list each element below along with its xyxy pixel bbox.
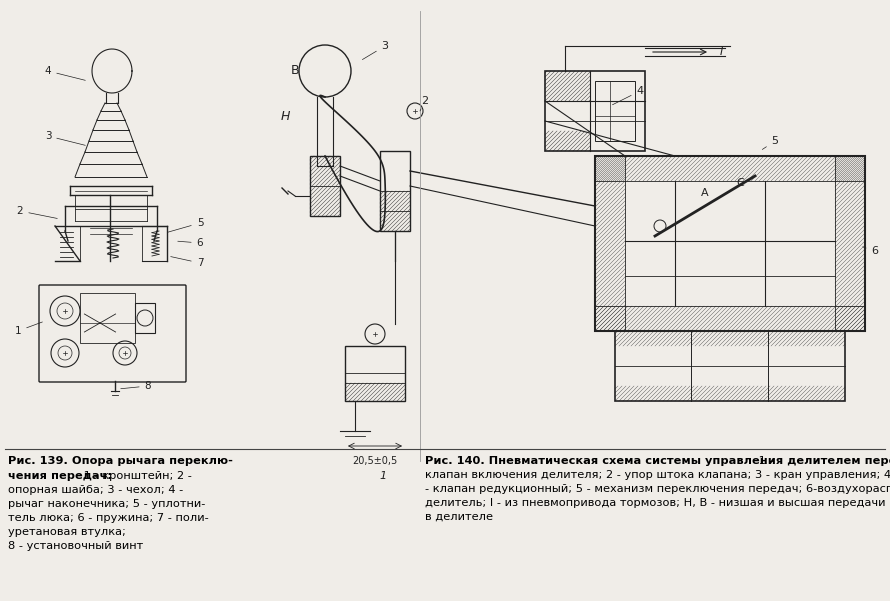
Text: 5: 5 xyxy=(763,136,779,150)
Bar xyxy=(595,156,865,331)
Text: в делителе: в делителе xyxy=(425,512,493,522)
Bar xyxy=(380,151,410,231)
Bar xyxy=(345,346,405,401)
Text: 5: 5 xyxy=(167,218,203,232)
Bar xyxy=(310,156,340,216)
Text: 6: 6 xyxy=(178,238,203,248)
Text: рычаг наконечника; 5 - уплотни-: рычаг наконечника; 5 - уплотни- xyxy=(8,499,206,509)
Text: чения передач:: чения передач: xyxy=(8,471,112,481)
Text: клапан включения делителя; 2 - упор штока клапана; 3 - кран управления; 4: клапан включения делителя; 2 - упор шток… xyxy=(425,470,890,480)
Text: 1: 1 xyxy=(379,471,386,481)
Bar xyxy=(545,71,645,151)
Text: 6: 6 xyxy=(862,246,878,256)
Text: Рис. 140. Пневматическая схема системы управления делителем передач:: Рис. 140. Пневматическая схема системы у… xyxy=(425,456,890,466)
Text: - клапан редукционный; 5 - механизм переключения передач; 6-воздухораспре-: - клапан редукционный; 5 - механизм пере… xyxy=(425,484,890,494)
Text: 2: 2 xyxy=(17,206,57,218)
Bar xyxy=(595,156,625,331)
Bar xyxy=(835,156,865,331)
Text: 4: 4 xyxy=(44,66,85,81)
Text: Н: Н xyxy=(280,109,289,123)
Text: 1 -: 1 - xyxy=(755,456,773,466)
Text: 3: 3 xyxy=(44,131,85,145)
Bar xyxy=(595,306,865,331)
Bar xyxy=(135,303,155,333)
Bar xyxy=(595,81,635,141)
Text: 1: 1 xyxy=(15,322,43,336)
Text: C: C xyxy=(736,178,744,188)
Bar xyxy=(80,293,135,343)
Text: уретановая втулка;: уретановая втулка; xyxy=(8,527,125,537)
Text: делитель; I - из пневмопривода тормозов; Н, В - низшая и высшая передачи: делитель; I - из пневмопривода тормозов;… xyxy=(425,498,886,508)
Text: A: A xyxy=(701,188,708,198)
Text: 1 - кронштейн; 2 -: 1 - кронштейн; 2 - xyxy=(80,471,192,481)
Text: 8 - установочный винт: 8 - установочный винт xyxy=(8,541,143,551)
Text: опорная шайба; 3 - чехол; 4 -: опорная шайба; 3 - чехол; 4 - xyxy=(8,485,183,495)
Text: Рис. 139. Опора рычага переклю-: Рис. 139. Опора рычага переклю- xyxy=(8,456,233,466)
Text: тель люка; 6 - пружина; 7 - поли-: тель люка; 6 - пружина; 7 - поли- xyxy=(8,513,209,523)
Bar xyxy=(615,331,845,401)
Text: 4: 4 xyxy=(612,86,643,105)
Text: В: В xyxy=(291,64,299,78)
Text: 7: 7 xyxy=(171,257,203,268)
Text: I: I xyxy=(720,47,724,57)
Bar xyxy=(595,156,865,181)
Text: 8: 8 xyxy=(121,381,151,391)
Text: 2: 2 xyxy=(420,96,429,111)
Text: 3: 3 xyxy=(362,41,389,59)
Text: 20,5±0,5: 20,5±0,5 xyxy=(352,456,398,466)
